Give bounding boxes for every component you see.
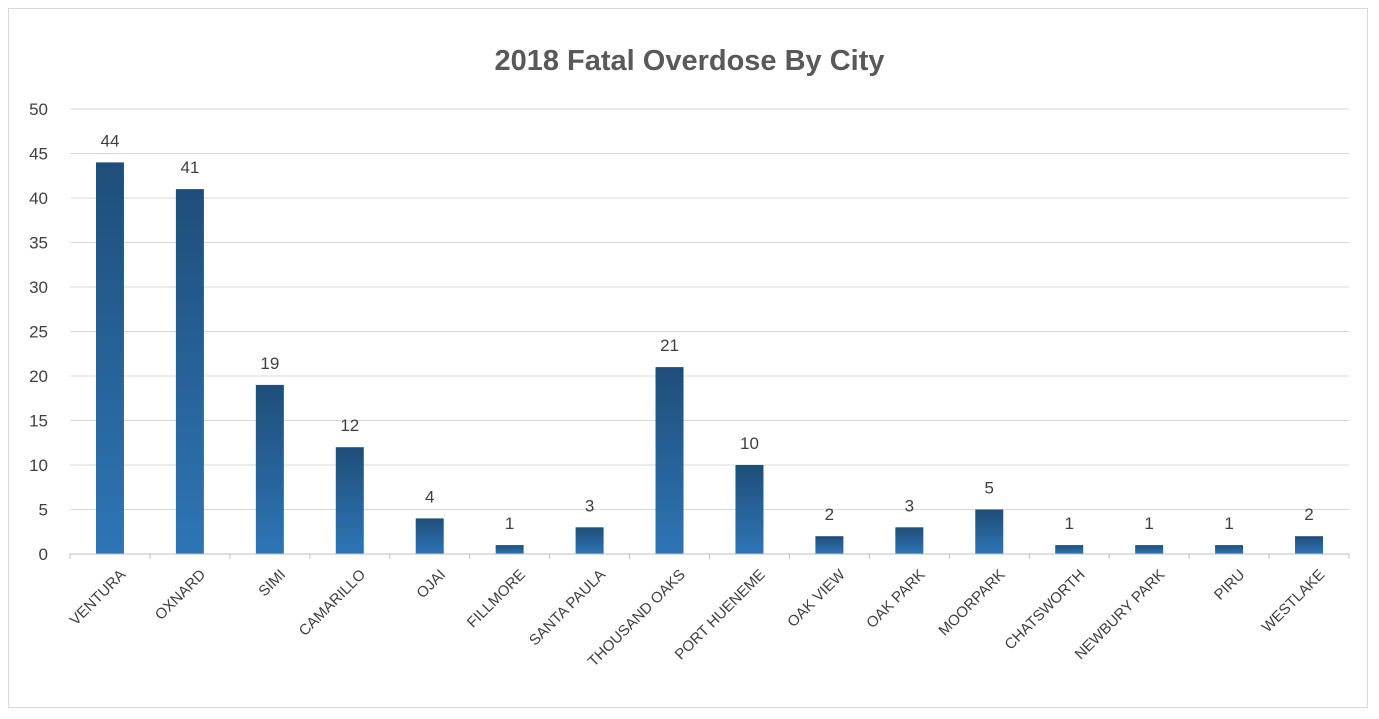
category-label: FILLMORE [464, 566, 529, 631]
y-tick-label: 50 [29, 100, 48, 119]
y-tick-label: 35 [29, 234, 48, 253]
data-label: 19 [260, 354, 279, 373]
data-label: 2 [1304, 505, 1313, 524]
data-label: 1 [505, 514, 514, 533]
bars [95, 162, 1324, 554]
y-tick-label: 25 [29, 323, 48, 342]
data-label: 3 [585, 496, 594, 515]
y-tick-label: 15 [29, 412, 48, 431]
bar [335, 447, 364, 554]
data-label: 3 [905, 496, 914, 515]
data-label: 1 [1224, 514, 1233, 533]
x-axis [69, 553, 1350, 559]
data-label: 2 [825, 505, 834, 524]
category-label: OAK VIEW [784, 566, 849, 631]
chart-title: 2018 Fatal Overdose By City [494, 45, 885, 77]
bar [95, 162, 124, 554]
category-label: PIRU [1211, 566, 1248, 603]
chart-frame [8, 8, 1368, 708]
data-label: 21 [660, 336, 679, 355]
bar [1135, 545, 1164, 554]
data-label: 5 [985, 479, 994, 498]
category-label: SANTA PAULA [526, 566, 609, 649]
category-label: CHATSWORTH [1001, 566, 1088, 653]
category-label: MOORPARK [935, 566, 1008, 639]
data-label: 12 [340, 416, 359, 435]
data-label: 1 [1144, 514, 1153, 533]
y-tick-label: 30 [29, 278, 48, 297]
category-label: CAMARILLO [296, 566, 369, 639]
bar [1295, 536, 1324, 554]
y-tick-label: 45 [29, 145, 48, 164]
y-tick-label: 40 [29, 189, 48, 208]
bar [495, 545, 524, 554]
data-label: 1 [1064, 514, 1073, 533]
bar [175, 189, 204, 554]
bar [1215, 545, 1244, 554]
bar [655, 367, 684, 554]
bar [815, 536, 844, 554]
y-tick-label: 5 [39, 501, 48, 520]
y-axis: 0 5 10 15 20 25 30 35 40 45 50 [29, 100, 48, 564]
bar [1055, 545, 1084, 554]
category-labels: VENTURA OXNARD SIMI CAMARILLO OJAI FILLMORESA… [67, 566, 1329, 671]
bar [415, 518, 444, 554]
category-label: WESTLAKE [1259, 566, 1329, 636]
bar [895, 527, 924, 554]
category-label: SIMI [255, 566, 289, 600]
data-label: 10 [740, 434, 759, 453]
bar [735, 465, 764, 554]
category-label: OAK PARK [863, 566, 928, 631]
gridlines [70, 108, 1349, 510]
bar [575, 527, 604, 554]
y-tick-label: 0 [39, 545, 48, 564]
data-label: 44 [101, 131, 120, 150]
category-label: OJAI [413, 566, 449, 602]
category-label: NEWBURY PARK [1072, 566, 1169, 663]
y-tick-label: 10 [29, 456, 48, 475]
bar [255, 384, 284, 554]
y-tick-label: 20 [29, 367, 48, 386]
data-label: 41 [180, 158, 199, 177]
data-label: 4 [425, 487, 434, 506]
category-label: VENTURA [67, 566, 130, 629]
category-label: OXNARD [152, 566, 210, 624]
bar [975, 509, 1004, 554]
